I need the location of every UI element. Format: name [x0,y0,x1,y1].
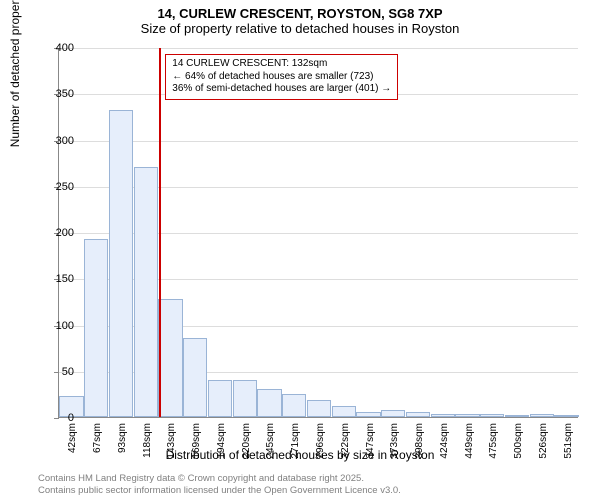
y-tick-label: 250 [34,181,74,193]
x-tick-label: 398sqm [414,423,425,459]
title-line-1: 14, CURLEW CRESCENT, ROYSTON, SG8 7XP [0,6,600,21]
x-tick-label: 220sqm [241,423,252,459]
histogram-bar [480,414,504,417]
x-tick-label: 449sqm [464,423,475,459]
marker-line [159,48,161,417]
x-tick-label: 169sqm [191,423,202,459]
x-tick-label: 245sqm [265,423,276,459]
chart-footer: Contains HM Land Registry data © Crown c… [38,473,401,496]
histogram-bar [530,414,554,417]
histogram-bar [431,414,455,417]
histogram-bar [554,415,578,417]
histogram-bar [158,299,182,417]
annotation-line: ← 64% of detached houses are smaller (72… [172,71,391,84]
x-tick-label: 143sqm [166,423,177,459]
histogram-bar [332,406,356,417]
histogram-bar [183,338,207,417]
y-tick-label: 100 [34,320,74,332]
histogram-bar [356,412,380,417]
x-tick-label: 500sqm [513,423,524,459]
histogram-bar [109,110,133,417]
annotation-line: 36% of semi-detached houses are larger (… [172,83,391,96]
x-tick-label: 271sqm [290,423,301,459]
x-tick-label: 347sqm [365,423,376,459]
histogram-bar [505,415,529,417]
gridline [59,141,578,142]
histogram-bar [455,414,479,417]
histogram-bar [84,239,108,417]
x-tick-label: 67sqm [92,423,103,453]
x-tick-label: 194sqm [216,423,227,459]
title-line-2: Size of property relative to detached ho… [0,21,600,36]
x-tick-label: 118sqm [142,423,153,458]
y-tick-label: 50 [34,366,74,378]
y-tick-label: 400 [34,42,74,54]
y-axis-label: Number of detached properties [8,0,22,147]
histogram-bar [208,380,232,417]
chart-title: 14, CURLEW CRESCENT, ROYSTON, SG8 7XP Si… [0,0,600,36]
x-tick-label: 424sqm [439,423,450,459]
histogram-bar [257,389,281,417]
gridline [59,48,578,49]
x-tick-label: 42sqm [67,423,78,453]
y-tick-label: 350 [34,88,74,100]
plot-area: 14 CURLEW CRESCENT: 132sqm← 64% of detac… [58,48,578,418]
y-tick-label: 150 [34,273,74,285]
histogram-bar [282,394,306,417]
annotation-box: 14 CURLEW CRESCENT: 132sqm← 64% of detac… [165,54,398,100]
annotation-line: 14 CURLEW CRESCENT: 132sqm [172,58,391,71]
y-tick-label: 200 [34,227,74,239]
x-tick-label: 296sqm [315,423,326,459]
y-tick-label: 300 [34,135,74,147]
x-tick-label: 475sqm [488,423,499,459]
histogram-bar [381,410,405,417]
histogram-bar [406,412,430,417]
x-tick-label: 373sqm [389,423,400,459]
x-tick-label: 93sqm [117,423,128,453]
x-tick-label: 322sqm [340,423,351,459]
footer-line-2: Contains public sector information licen… [38,485,401,496]
histogram-bar [233,380,257,417]
histogram-bar [307,400,331,417]
histogram-bar [134,167,158,417]
x-tick-label: 551sqm [563,423,574,459]
footer-line-1: Contains HM Land Registry data © Crown c… [38,473,401,484]
x-tick-label: 526sqm [538,423,549,459]
